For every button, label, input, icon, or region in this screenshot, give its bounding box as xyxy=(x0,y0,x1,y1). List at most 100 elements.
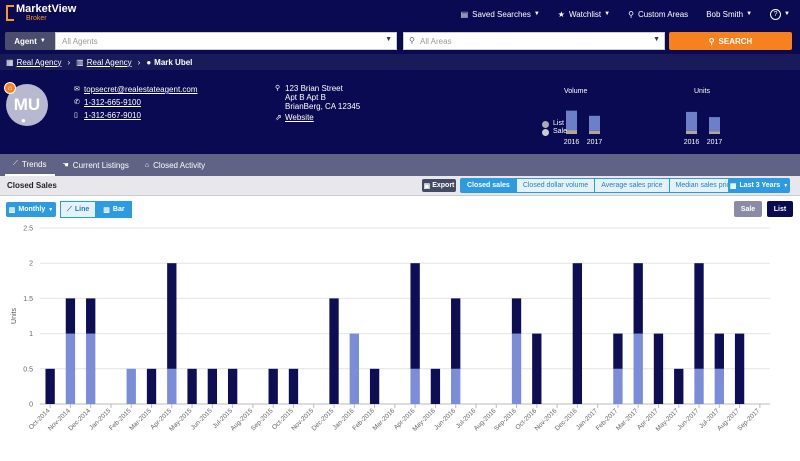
calendar-icon: ▦ xyxy=(729,182,737,190)
bar-sale[interactable] xyxy=(167,368,177,404)
bar-list[interactable] xyxy=(532,333,542,404)
metric-median-sales-price[interactable]: Median sales price xyxy=(669,179,740,192)
phone2-link[interactable]: 1-312-667-9010 xyxy=(84,111,141,120)
phone1-link[interactable]: 1-312-665-9100 xyxy=(84,98,141,107)
bar-list[interactable] xyxy=(227,368,238,404)
bar-sale[interactable] xyxy=(511,333,522,404)
bar-sale[interactable] xyxy=(613,368,623,404)
phone1-row: ✆ 1-312-665-9100 xyxy=(74,97,198,109)
bar-list[interactable] xyxy=(329,298,339,404)
bar-sale[interactable] xyxy=(451,368,461,404)
external-link-icon: ⇗ xyxy=(275,113,282,122)
bar-sale[interactable] xyxy=(86,333,96,404)
bar-list[interactable] xyxy=(146,368,157,404)
areas-select[interactable]: ⚲ All Areas ▼ xyxy=(403,32,665,50)
bar-list[interactable] xyxy=(653,333,664,404)
agent-type-dropdown[interactable]: Agent ▼ xyxy=(5,32,55,50)
sale-series-toggle[interactable]: Sale xyxy=(734,201,762,217)
legend-list-dot xyxy=(542,120,549,128)
line-type-button[interactable]: ⟋ Line xyxy=(60,201,97,218)
bar-list[interactable] xyxy=(714,333,724,369)
interval-dropdown[interactable]: ▥ Monthly ▼ xyxy=(6,202,56,217)
map-pin-icon: ⚲ xyxy=(628,9,634,19)
bar-list[interactable] xyxy=(633,263,643,334)
logo-sub: Broker xyxy=(26,15,47,22)
bar-list[interactable] xyxy=(45,368,55,404)
phone-icon: ✆ xyxy=(74,99,80,106)
metric-closed-dollar-volume[interactable]: Closed dollar volume xyxy=(516,179,596,192)
export-label: Export xyxy=(432,182,455,189)
y-tick-label: 0.5 xyxy=(23,366,33,373)
breadcrumb-item-office[interactable]: ▥ Real Agency xyxy=(76,58,131,67)
breadcrumb-item-brokerage[interactable]: ▦ Real Agency xyxy=(6,58,61,67)
user-menu[interactable]: Bob Smith ▼ xyxy=(706,10,752,19)
bar-list[interactable] xyxy=(207,368,218,404)
watchlist-label: Watchlist xyxy=(568,9,602,19)
phone2-row: ▯ 1-312-667-9010 xyxy=(74,110,198,122)
bar-list[interactable] xyxy=(86,298,96,334)
address-line2: Apt B Apt B xyxy=(285,93,326,102)
map-pin-icon: ⚲ xyxy=(275,85,281,92)
chevron-down-icon: ▼ xyxy=(385,36,392,43)
building-icon: ▦ xyxy=(6,57,14,67)
logo[interactable]: MarketView Broker xyxy=(6,4,76,22)
bar-list[interactable] xyxy=(674,368,684,404)
search-button[interactable]: ⚲ SEARCH xyxy=(669,32,792,50)
email-link[interactable]: topsecret@realestateagent.com xyxy=(84,85,198,94)
legend-sale-dot xyxy=(542,128,549,136)
tab-current-listings[interactable]: ☚ Current Listings xyxy=(55,154,137,176)
x-tick-label: May-2015 xyxy=(168,407,194,433)
agent-profile: MU ⌂ ● ✉ topsecret@realestateagent.com ✆… xyxy=(0,70,800,154)
line-chart-icon: ⟋ xyxy=(67,205,72,213)
tab-trends[interactable]: ⟋ Trends xyxy=(5,154,55,176)
bar-sale[interactable] xyxy=(349,333,359,404)
tab-closed-activity[interactable]: ⌂ Closed Activity xyxy=(137,154,213,176)
export-button[interactable]: ▣ Export xyxy=(422,179,456,192)
bar-list[interactable] xyxy=(369,368,380,404)
bar-list[interactable] xyxy=(451,298,461,369)
saved-searches-menu[interactable]: ▤ Saved Searches ▼ xyxy=(461,10,540,19)
user-name: Bob Smith xyxy=(706,9,744,19)
custom-areas-link[interactable]: ⚲ Custom Areas xyxy=(628,10,688,19)
bar-list[interactable] xyxy=(734,333,745,404)
bar-sale[interactable] xyxy=(410,368,420,404)
chevron-right-icon: › xyxy=(137,57,141,67)
bar-list[interactable] xyxy=(430,368,441,404)
chevron-down-icon: ▼ xyxy=(783,182,789,189)
bar-sale[interactable] xyxy=(694,368,704,404)
bar-sale[interactable] xyxy=(633,333,643,404)
watchlist-menu[interactable]: ★ Watchlist ▼ xyxy=(558,10,610,19)
bar-list[interactable] xyxy=(511,298,522,334)
bar-list[interactable] xyxy=(268,368,278,404)
bar-list[interactable] xyxy=(167,263,177,369)
user-icon: ● xyxy=(146,57,152,67)
tab-current-listings-label: Current Listings xyxy=(72,160,129,170)
bar-list[interactable] xyxy=(65,298,76,334)
help-menu[interactable]: ? ▼ xyxy=(770,8,790,20)
breadcrumb-item-agent: ● Mark Ubel xyxy=(146,58,192,67)
bar-list[interactable] xyxy=(288,368,299,404)
bar-list[interactable] xyxy=(187,368,197,404)
bar-list[interactable] xyxy=(694,263,704,369)
bar-sale[interactable] xyxy=(126,368,136,404)
bar-type-button[interactable]: ▥ Bar xyxy=(96,201,132,218)
agents-select[interactable]: All Agents ▼ xyxy=(55,32,397,50)
chevron-down-icon: ▼ xyxy=(39,38,46,44)
x-tick-label: Jun-2015 xyxy=(190,407,214,431)
date-range-dropdown[interactable]: ▦ Last 3 Years ▼ xyxy=(728,178,790,193)
metric-average-sales-price[interactable]: Average sales price xyxy=(595,179,670,192)
bar-chart-icon: ▥ xyxy=(8,206,16,214)
website-link[interactable]: Website xyxy=(285,113,314,122)
bar-list[interactable] xyxy=(613,333,623,369)
bar-sale[interactable] xyxy=(65,333,76,404)
map-pin-icon: ⚲ xyxy=(409,36,415,45)
bar-list[interactable] xyxy=(410,263,420,369)
y-tick-label: 2.5 xyxy=(23,226,33,233)
closed-sales-chart: 0 0.5 1 1.5 2 2.5 Units Oct-2014 Nov-2014 Dec-201… xyxy=(0,220,800,459)
chevron-down-icon: ▼ xyxy=(533,11,540,17)
list-series-toggle[interactable]: List xyxy=(767,201,793,217)
bar-sale[interactable] xyxy=(714,368,724,404)
metric-closed-sales[interactable]: Closed sales xyxy=(461,179,517,192)
line-chart-icon: ⟋ xyxy=(13,160,18,167)
bar-list[interactable] xyxy=(572,263,583,404)
